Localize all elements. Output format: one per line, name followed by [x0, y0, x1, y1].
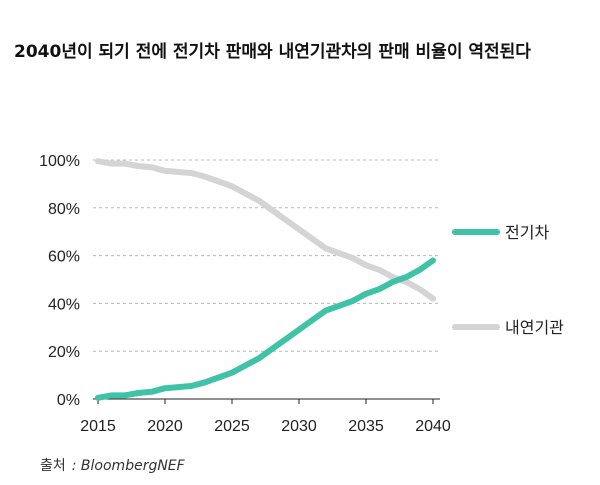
source-label: 출처	[40, 458, 66, 474]
legend-label-ice: 내연기관	[505, 318, 564, 337]
source-name: : BloombergNEF	[71, 458, 185, 474]
x-tick-label-2015: 2015	[80, 418, 116, 435]
y-tick-label-40: 40%	[48, 296, 80, 313]
line-chart: 0%20%40%60%80%100% 2015 2020 2025 2030 2035 2…	[39, 153, 564, 435]
y-tick-label-0: 0%	[57, 392, 80, 409]
source-credit: 출처 : BloombergNEF	[40, 455, 185, 475]
page-title: 2040년이 되기 전에 전기차 판매와 내연기관차의 판매 비율이 역전된다	[14, 42, 531, 62]
series-line-ev	[95, 257, 436, 401]
x-axis-ticks: 2015 2020 2025 2030 2035 2040	[80, 399, 451, 435]
grid-lines	[93, 159, 440, 352]
series-lines	[95, 158, 436, 401]
x-tick-label-2025: 2025	[214, 418, 250, 435]
series-line-ice	[95, 158, 436, 302]
y-axis-ticks: 0% 20% 40% 60% 80% 100%	[39, 153, 80, 409]
x-tick-label-2035: 2035	[348, 418, 384, 435]
x-tick-label-2030: 2030	[281, 418, 317, 435]
x-tick-label-2020: 2020	[147, 418, 183, 435]
y-tick-label-100: 100%	[39, 153, 80, 170]
legend-label-ev: 전기차	[505, 223, 549, 242]
x-tick-label-2040: 2040	[415, 418, 451, 435]
y-tick-label-60: 60%	[48, 249, 80, 266]
y-tick-label-20: 20%	[48, 344, 80, 361]
y-tick-label-80: 80%	[48, 201, 80, 218]
